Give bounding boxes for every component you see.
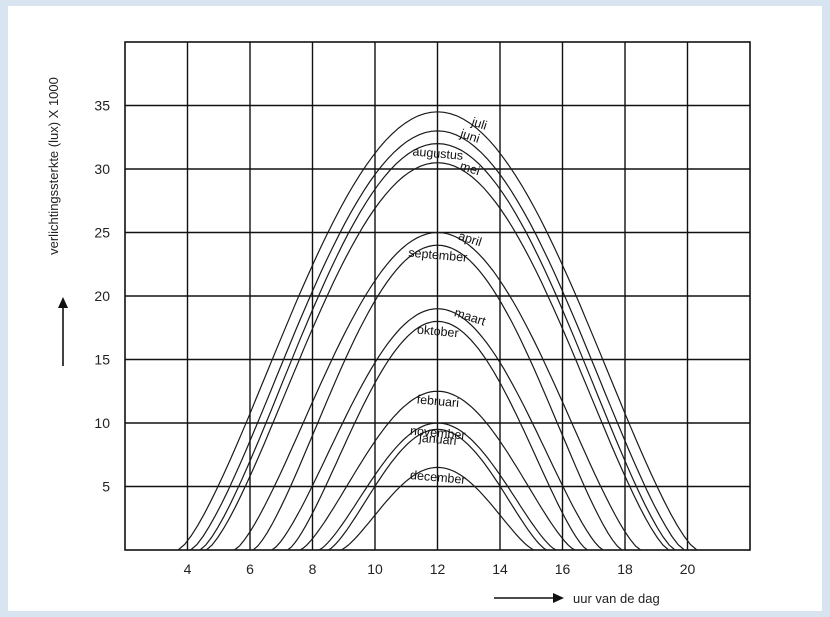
y-tick-label: 35 (94, 98, 110, 114)
curve-februari (299, 390, 576, 551)
illuminance-chart: julijuniaugustusmeiaprilseptembermaartok… (46, 41, 751, 606)
month-label-november: november (410, 424, 467, 443)
y-tick-label: 20 (94, 288, 110, 304)
month-labels: julijuniaugustusmeiaprilseptembermaartok… (408, 114, 489, 486)
x-tick-label: 18 (617, 561, 633, 577)
x-tick-label: 20 (680, 561, 696, 577)
month-label-december: december (410, 468, 467, 487)
month-label-januari: januari (418, 431, 458, 448)
y-tick-label: 25 (94, 225, 110, 241)
x-tick-label: 6 (246, 561, 254, 577)
y-tick-label: 10 (94, 415, 110, 431)
curve-juni (190, 130, 685, 551)
y-tick-label: 30 (94, 161, 110, 177)
x-tick-labels: 4 6 8 10 12 14 16 18 20 (184, 561, 696, 577)
curve-mei (205, 162, 670, 551)
curve-april (234, 231, 641, 551)
x-axis-label: uur van de dag (573, 591, 660, 606)
y-tick-label: 5 (102, 479, 110, 495)
month-label-oktober: oktober (416, 323, 459, 341)
x-tick-label: 8 (309, 561, 317, 577)
month-label-augustus: augustus (412, 144, 464, 162)
curve-september (252, 244, 623, 551)
y-axis-label: verlichtingssterkte (lux) X 1000 (46, 77, 61, 255)
curve-augustus (199, 142, 676, 551)
month-label-september: september (408, 246, 468, 265)
x-tick-label: 4 (184, 561, 192, 577)
month-label-mei: mei (458, 159, 481, 179)
x-tick-label: 16 (555, 561, 571, 577)
y-axis-arrow (58, 297, 68, 366)
month-label-februari: februari (416, 392, 459, 410)
curve-juli (177, 111, 698, 551)
curve-januari (327, 428, 548, 551)
month-label-april: april (457, 229, 484, 250)
curve-november (318, 422, 557, 551)
chart-frame: juli juni augustus mei april september maart ok… (8, 6, 822, 611)
x-tick-label: 10 (367, 561, 383, 577)
curve-december (340, 466, 535, 551)
x-axis-arrow (494, 593, 564, 603)
x-tick-label: 14 (492, 561, 508, 577)
month-label-juni: juni (458, 126, 482, 146)
month-label-juli: juli (469, 114, 489, 132)
curve-oktober (287, 320, 588, 551)
x-tick-label: 12 (430, 561, 446, 577)
grid (124, 41, 751, 551)
y-tick-labels: 5 10 15 20 25 30 35 (94, 98, 110, 495)
curve-maart (271, 308, 604, 551)
curves (177, 111, 698, 551)
y-tick-label: 15 (94, 352, 110, 368)
